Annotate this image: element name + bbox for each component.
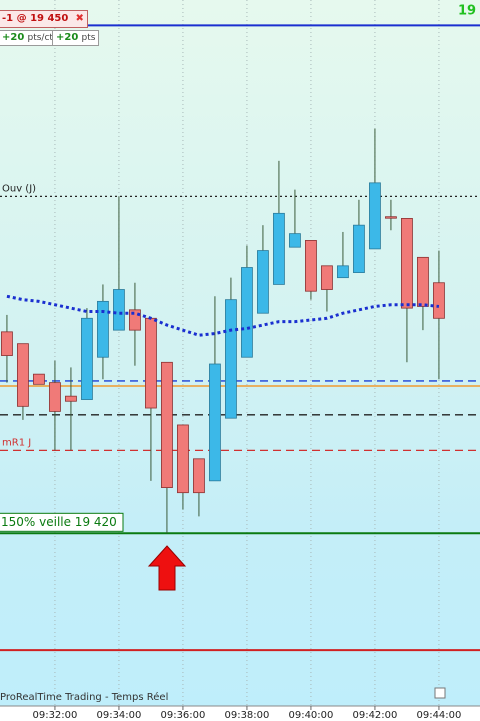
candle-body — [305, 240, 317, 292]
order-label: -1 @ 19 450 — [2, 13, 69, 24]
target-value: +20 — [2, 32, 25, 43]
target-value: +20 — [56, 32, 79, 43]
candle-body — [1, 331, 13, 356]
x-tick-label: 09:44:00 — [416, 710, 461, 721]
target-unit: pts — [81, 33, 96, 43]
candle-body — [321, 265, 333, 290]
footer: ProRealTime Trading - Temps Réel — [0, 691, 168, 703]
candle-body — [81, 317, 93, 400]
candle-body — [145, 317, 157, 409]
x-tick-label: 09:40:00 — [288, 710, 333, 721]
candle-body — [49, 382, 61, 412]
candle-body — [417, 256, 429, 307]
candle-body — [369, 182, 381, 250]
candle-body — [433, 282, 445, 319]
candle-body — [209, 363, 221, 482]
candle-body — [177, 424, 189, 494]
candle-body — [97, 300, 109, 358]
target-left[interactable]: +20 pts/ctr — [0, 30, 61, 46]
candle-body — [385, 216, 397, 219]
target-unit: pts/ctr — [27, 33, 57, 43]
candle-body — [353, 224, 365, 273]
moving-average — [6, 294, 440, 337]
price-tag: 19 4 — [458, 4, 480, 19]
candle-body — [257, 250, 269, 314]
x-tick-label: 09:36:00 — [160, 710, 205, 721]
candle-body — [289, 233, 301, 248]
x-tick-label: 09:32:00 — [32, 710, 77, 721]
buy-arrow — [147, 545, 187, 591]
candle-body — [113, 289, 125, 331]
candle-body — [193, 458, 205, 494]
x-tick-label: 09:34:00 — [96, 710, 141, 721]
candle-body — [241, 267, 253, 358]
target-right[interactable]: +20 pts — [52, 30, 100, 46]
candle-body — [401, 218, 413, 309]
level-label-box — [0, 512, 124, 532]
candle-body — [273, 212, 285, 285]
level-label: mR1 J — [2, 437, 31, 448]
order-box[interactable]: -1 @ 19 450 ✖ — [0, 10, 88, 28]
settings-icon[interactable] — [434, 687, 446, 699]
level-label: 150% veille 19 420 — [1, 515, 117, 529]
x-tick-label: 09:42:00 — [352, 710, 397, 721]
plot-background — [0, 0, 480, 706]
candle-body — [33, 373, 45, 385]
candle-body — [161, 361, 173, 488]
level-label: Ouv (J) — [2, 183, 36, 194]
candle-body — [225, 299, 237, 419]
x-tick-label: 09:38:00 — [224, 710, 269, 721]
candle-body — [17, 343, 29, 407]
candle-body — [337, 265, 349, 279]
candle-body — [65, 395, 77, 402]
close-button[interactable]: ✖ — [75, 13, 84, 24]
candle-body — [129, 309, 141, 331]
